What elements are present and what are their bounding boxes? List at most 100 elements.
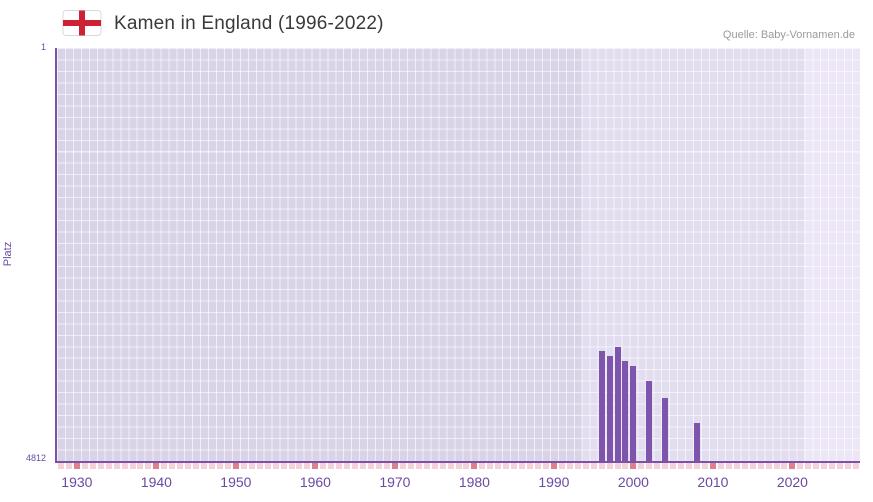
- x-tick-label-1980: 1980: [458, 474, 490, 490]
- year-tick: [638, 463, 645, 469]
- year-tick: [670, 463, 677, 469]
- year-tick: [646, 463, 653, 469]
- year-tick: [399, 463, 406, 469]
- year-tick: [57, 463, 64, 469]
- year-tick: [845, 463, 852, 469]
- chart-title: Kamen in England (1996-2022): [114, 13, 384, 34]
- year-tick: [344, 463, 351, 469]
- year-tick: [821, 463, 828, 469]
- bar-2002[interactable]: [646, 381, 653, 461]
- bar-1997[interactable]: [606, 356, 613, 461]
- year-tick: [288, 463, 295, 469]
- year-tick: [336, 463, 343, 469]
- year-tick: [304, 463, 311, 469]
- year-tick: [701, 463, 708, 469]
- year-tick: [209, 463, 216, 469]
- year-tick: [503, 463, 510, 469]
- year-tick: [535, 463, 541, 469]
- year-tick: [757, 463, 764, 469]
- year-tick: [177, 463, 184, 469]
- decade-tick: [232, 463, 239, 469]
- year-tick: [542, 463, 549, 469]
- year-tick: [797, 463, 804, 469]
- year-tick: [423, 463, 430, 469]
- year-tick: [733, 463, 740, 469]
- decade-tick: [550, 463, 557, 469]
- year-tick: [375, 463, 382, 469]
- year-tick: [121, 463, 128, 469]
- x-tick-label-1930: 1930: [61, 474, 93, 490]
- year-tick: [519, 463, 526, 469]
- y-axis-bottom-label: 4812: [25, 453, 46, 463]
- year-tick: [145, 463, 152, 469]
- bar-1998[interactable]: [614, 346, 621, 461]
- year-tick: [240, 463, 247, 469]
- x-tick-label-1950: 1950: [220, 474, 252, 490]
- year-tick: [439, 463, 446, 469]
- x-axis: 1930 1940 1950 1960 1970 1980 1990 2000 2010 2020: [57, 463, 860, 502]
- year-tick: [717, 463, 724, 469]
- year-tick: [407, 463, 414, 469]
- bar-2000[interactable]: [630, 365, 637, 461]
- year-tick: [749, 463, 756, 469]
- year-tick: [161, 463, 168, 469]
- year-tick: [678, 463, 685, 469]
- decade-tick: [391, 463, 398, 469]
- year-tick: [614, 463, 621, 469]
- year-tick: [837, 463, 844, 469]
- year-tick: [224, 463, 231, 469]
- decade-tick: [312, 463, 319, 469]
- year-tick: [773, 463, 780, 469]
- y-axis-top-label: 1: [40, 42, 46, 52]
- year-tick: [582, 463, 589, 469]
- year-tick: [813, 463, 820, 469]
- year-tick: [574, 463, 581, 469]
- year-tick: [686, 463, 693, 469]
- year-tick: [383, 463, 390, 469]
- year-tick: [256, 463, 263, 469]
- year-tick: [527, 463, 534, 469]
- year-tick: [368, 463, 375, 469]
- bar-2008[interactable]: [694, 423, 700, 461]
- year-tick: [193, 463, 200, 469]
- year-tick: [725, 463, 732, 469]
- year-tick: [185, 463, 192, 469]
- plot-area: [57, 48, 860, 461]
- year-tick: [415, 463, 422, 469]
- year-tick: [741, 463, 748, 469]
- bar-2004[interactable]: [662, 398, 669, 461]
- decade-tick: [630, 463, 637, 469]
- decade-tick: [789, 463, 796, 469]
- year-tick: [320, 463, 327, 469]
- year-tick: [280, 463, 287, 469]
- year-tick: [590, 463, 597, 469]
- year-tick: [511, 463, 518, 469]
- year-tick: [97, 463, 104, 469]
- y-axis-title: Platz: [2, 241, 14, 267]
- year-tick: [248, 463, 255, 469]
- year-tick: [487, 463, 494, 469]
- year-tick: [169, 463, 176, 469]
- england-flag-icon: [62, 8, 102, 38]
- year-tick: [296, 463, 303, 469]
- source-label: Quelle: Baby-Vornamen.de: [722, 29, 855, 41]
- decade-tick: [709, 463, 716, 469]
- year-tick: [805, 463, 812, 469]
- year-tick: [781, 463, 788, 469]
- bar-1999[interactable]: [622, 361, 629, 461]
- year-tick: [360, 463, 367, 469]
- year-tick: [216, 463, 223, 469]
- year-tick: [829, 463, 836, 469]
- year-tick: [598, 463, 605, 469]
- year-tick: [272, 463, 279, 469]
- decade-tick: [153, 463, 160, 469]
- year-tick: [65, 463, 72, 469]
- year-tick: [113, 463, 120, 469]
- year-tick: [89, 463, 96, 469]
- year-tick: [105, 463, 112, 469]
- bar-1996[interactable]: [598, 350, 605, 461]
- year-tick: [264, 463, 271, 469]
- year-tick: [431, 463, 438, 469]
- year-tick: [694, 463, 700, 469]
- year-tick: [622, 463, 629, 469]
